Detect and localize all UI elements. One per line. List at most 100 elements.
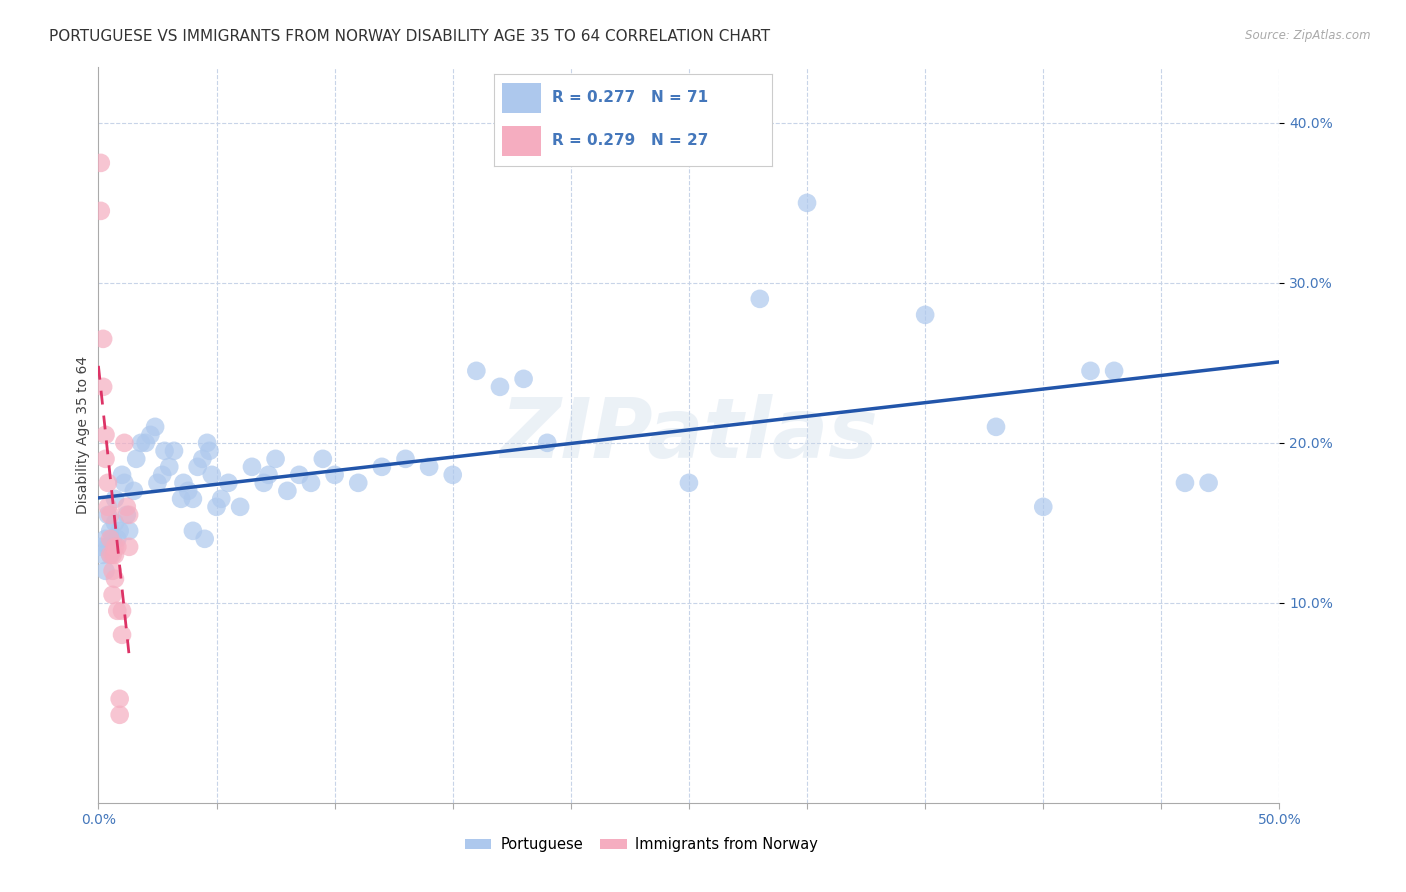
Point	[125, 451, 148, 466]
Point	[115, 500, 138, 514]
Point	[122, 483, 145, 498]
Point	[347, 475, 370, 490]
Point	[146, 475, 169, 490]
Point	[98, 548, 121, 562]
Point	[98, 548, 121, 562]
Point	[108, 707, 131, 722]
Point	[1198, 475, 1220, 490]
Point	[150, 467, 173, 482]
Point	[108, 524, 131, 538]
Text: ZIPatlas: ZIPatlas	[501, 394, 877, 475]
Point	[91, 332, 114, 346]
Point	[163, 443, 186, 458]
Point	[104, 548, 127, 562]
Point	[257, 467, 280, 482]
Point	[101, 564, 124, 578]
Point	[97, 500, 120, 514]
Point	[240, 459, 263, 474]
Point	[97, 540, 120, 554]
Point	[91, 548, 114, 562]
Point	[371, 459, 394, 474]
Point	[105, 540, 128, 554]
Point	[105, 532, 128, 546]
Point	[1102, 364, 1125, 378]
Point	[229, 500, 252, 514]
Point	[209, 491, 232, 506]
Point	[135, 435, 157, 450]
Point	[118, 540, 141, 554]
Point	[984, 420, 1007, 434]
Point	[288, 467, 311, 482]
Point	[536, 435, 558, 450]
Text: PORTUGUESE VS IMMIGRANTS FROM NORWAY DISABILITY AGE 35 TO 64 CORRELATION CHART: PORTUGUESE VS IMMIGRANTS FROM NORWAY DIS…	[49, 29, 770, 44]
Point	[90, 156, 112, 170]
Point	[264, 451, 287, 466]
Point	[115, 508, 138, 522]
Point	[97, 475, 120, 490]
Point	[512, 372, 534, 386]
Point	[172, 475, 194, 490]
Point	[104, 572, 127, 586]
Point	[108, 691, 131, 706]
Point	[1032, 500, 1054, 514]
Point	[111, 604, 134, 618]
Point	[276, 483, 298, 498]
Y-axis label: Disability Age 35 to 64: Disability Age 35 to 64	[76, 356, 90, 514]
Point	[104, 516, 127, 530]
Point	[98, 508, 121, 522]
Point	[1080, 364, 1102, 378]
Legend: Portuguese, Immigrants from Norway: Portuguese, Immigrants from Norway	[460, 831, 824, 858]
Point	[312, 451, 335, 466]
Point	[170, 491, 193, 506]
Point	[129, 435, 152, 450]
Point	[94, 451, 117, 466]
Point	[323, 467, 346, 482]
Point	[441, 467, 464, 482]
Point	[98, 524, 121, 538]
Point	[101, 548, 124, 562]
Point	[111, 467, 134, 482]
Point	[101, 532, 124, 546]
Point	[194, 532, 217, 546]
Point	[90, 203, 112, 218]
Point	[111, 628, 134, 642]
Point	[98, 532, 121, 546]
Point	[187, 459, 209, 474]
Point	[195, 435, 218, 450]
Point	[299, 475, 322, 490]
Point	[94, 428, 117, 442]
Point	[796, 195, 818, 210]
Point	[157, 459, 180, 474]
Text: Source: ZipAtlas.com: Source: ZipAtlas.com	[1246, 29, 1371, 42]
Point	[1174, 475, 1197, 490]
Point	[217, 475, 239, 490]
Point	[914, 308, 936, 322]
Point	[198, 443, 221, 458]
Point	[101, 588, 124, 602]
Point	[94, 564, 117, 578]
Point	[253, 475, 276, 490]
Point	[465, 364, 488, 378]
Point	[112, 475, 135, 490]
Point	[143, 420, 166, 434]
Point	[104, 540, 127, 554]
Point	[201, 467, 224, 482]
Point	[105, 604, 128, 618]
Point	[418, 459, 440, 474]
Point	[97, 508, 120, 522]
Point	[104, 491, 127, 506]
Point	[139, 428, 162, 442]
Point	[118, 524, 141, 538]
Point	[748, 292, 770, 306]
Point	[181, 524, 204, 538]
Point	[177, 483, 200, 498]
Point	[394, 451, 416, 466]
Point	[191, 451, 214, 466]
Point	[118, 508, 141, 522]
Point	[678, 475, 700, 490]
Point	[90, 540, 112, 554]
Point	[91, 380, 114, 394]
Point	[94, 532, 117, 546]
Point	[205, 500, 228, 514]
Point	[181, 491, 204, 506]
